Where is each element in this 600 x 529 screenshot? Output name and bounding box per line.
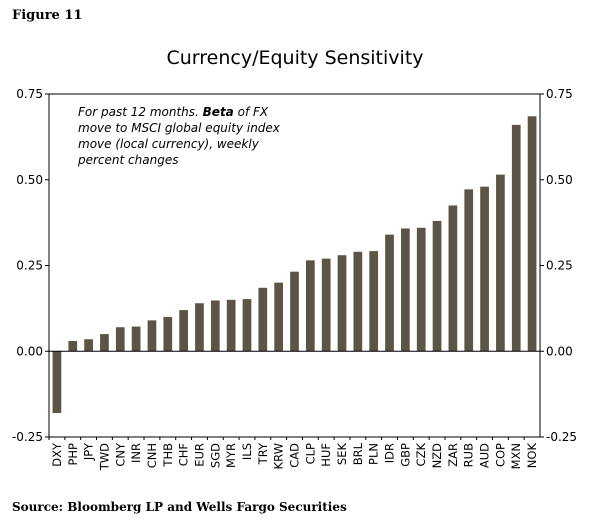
bar-jpy — [84, 339, 93, 352]
x-tick-label-czk: CZK — [414, 443, 428, 467]
y-tick-label-right: -0.25 — [546, 430, 577, 444]
bar-cny — [115, 327, 125, 352]
bar-idr — [385, 234, 394, 352]
y-tick-label-left: -0.25 — [12, 430, 43, 444]
bar-huf — [321, 258, 331, 352]
chart-annotation: For past 12 months. Beta of FX move to M… — [77, 105, 281, 167]
x-tick-label-thb: THB — [161, 443, 175, 468]
bar-krw — [274, 282, 284, 352]
bar-nzd — [432, 220, 442, 352]
x-tick-label-jpy: JPY — [82, 442, 96, 461]
annotation-beta: Beta — [203, 105, 234, 119]
x-tick-label-clp: CLP — [303, 443, 317, 464]
y-tick-label-right: 0.25 — [546, 259, 573, 273]
bar-cad — [290, 271, 299, 352]
x-tick-label-aud: AUD — [478, 443, 492, 468]
bar-czk — [416, 227, 426, 352]
bar-dxy — [52, 351, 62, 413]
x-tick-label-cop: COP — [493, 443, 507, 467]
bar-sek — [337, 255, 347, 352]
x-tick-label-mxn: MXN — [509, 443, 523, 469]
bar-inr — [131, 326, 141, 352]
bar-eur — [195, 303, 204, 352]
bar-myr — [226, 299, 236, 352]
x-tick-label-cad: CAD — [288, 443, 302, 468]
x-tick-label-sgd: SGD — [208, 443, 222, 468]
x-tick-label-inr: INR — [129, 443, 143, 463]
x-tick-label-php: PHP — [66, 443, 80, 466]
x-tick-label-gbp: GBP — [398, 443, 412, 467]
x-tick-label-idr: IDR — [383, 443, 397, 463]
annotation-line2: move to MSCI global equity index — [78, 121, 281, 135]
bar-nok — [527, 116, 537, 352]
svg-text:For past 12 months. Beta of FX: For past 12 months. Beta of FX — [78, 105, 269, 119]
x-tick-label-zar: ZAR — [446, 443, 460, 467]
x-tick-label-sek: SEK — [335, 443, 349, 466]
bar-clp — [305, 260, 315, 352]
bar-chf — [179, 310, 188, 352]
bar-mxn — [511, 124, 521, 352]
x-tick-label-dxy: DXY — [50, 442, 64, 467]
y-tick-label-right: 0.75 — [546, 87, 573, 101]
annotation-line4: percent changes — [77, 153, 178, 167]
bar-brl — [353, 251, 363, 352]
x-tick-label-brl: BRL — [351, 442, 365, 465]
x-tick-label-cnh: CNH — [145, 443, 159, 468]
bars — [49, 116, 540, 413]
x-tick-label-huf: HUF — [319, 443, 333, 467]
y-tick-label-left: 0.00 — [16, 344, 43, 358]
y-tick-label-right: 0.00 — [546, 344, 573, 358]
bar-ils — [242, 299, 252, 352]
source-note: Source: Bloomberg LP and Wells Fargo Sec… — [12, 500, 347, 514]
bar-rub — [464, 189, 474, 352]
annotation-line1-suffix: of FX — [234, 105, 269, 119]
x-tick-label-try: TRY — [256, 442, 270, 465]
x-tick-label-rub: RUB — [462, 443, 476, 467]
bar-thb — [163, 316, 173, 352]
x-tick-label-myr: MYR — [224, 443, 238, 468]
figure-label: Figure 11 — [12, 8, 83, 23]
bar-zar — [448, 205, 458, 352]
x-tick-label-eur: EUR — [192, 443, 206, 467]
x-tick-label-chf: CHF — [177, 443, 191, 466]
x-tick-label-pln: PLN — [367, 443, 381, 465]
y-axis-right: 0.75 0.50 0.25 0.00 -0.25 — [540, 87, 577, 444]
y-axis-left: 0.75 0.50 0.25 0.00 -0.25 — [12, 87, 49, 444]
y-tick-label-right: 0.50 — [546, 173, 573, 187]
y-tick-label-left: 0.25 — [16, 259, 43, 273]
x-tick-label-nok: NOK — [525, 443, 539, 469]
bar-sgd — [210, 300, 220, 352]
annotation-line3: move (local currency), weekly — [78, 137, 260, 151]
y-tick-label-left: 0.50 — [16, 173, 43, 187]
bar-cop — [496, 174, 505, 352]
x-axis: DXY PHP JPY TWD CNY INR CNH THB CHF EUR SGD MYR ILS T… — [48, 437, 539, 471]
bar-cnh — [147, 320, 157, 352]
x-tick-label-cny: CNY — [113, 442, 127, 467]
bar-gbp — [401, 228, 410, 352]
x-tick-label-twd: TWD — [97, 443, 111, 471]
bar-twd — [100, 334, 109, 352]
bar-try — [258, 287, 268, 352]
x-tick-label-krw: KRW — [272, 443, 286, 469]
bar-php — [68, 340, 78, 352]
x-tick-label-ils: ILS — [240, 443, 254, 460]
y-tick-label-left: 0.75 — [16, 87, 43, 101]
x-tick-label-nzd: NZD — [430, 443, 444, 468]
bar-aud — [480, 186, 489, 352]
annotation-line1-prefix: For past 12 months. — [78, 105, 203, 119]
chart-title: Currency/Equity Sensitivity — [166, 47, 423, 69]
bar-pln — [369, 251, 379, 352]
